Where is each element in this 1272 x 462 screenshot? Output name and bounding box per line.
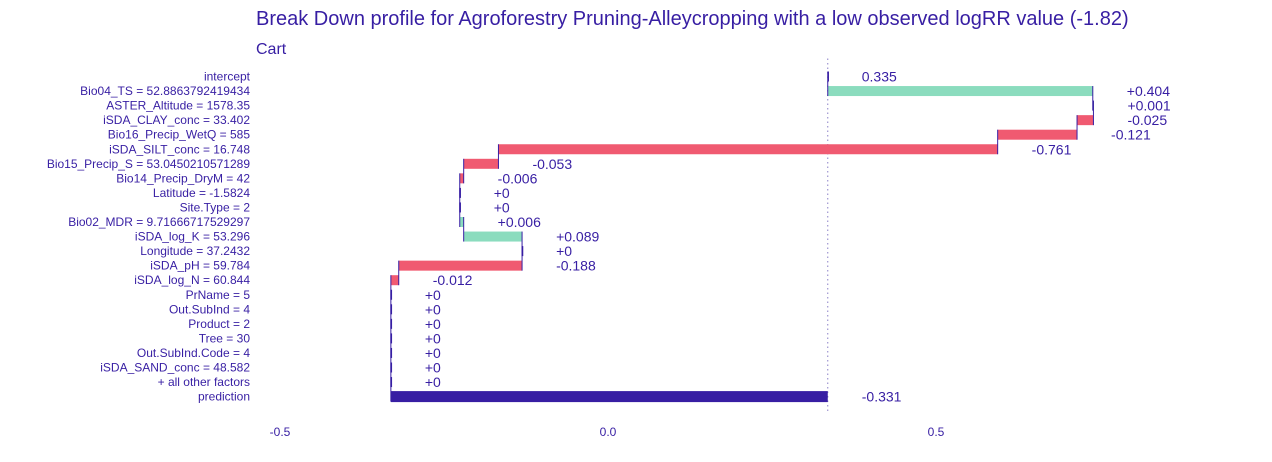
value-label: -0.012 bbox=[433, 272, 473, 288]
value-label: -0.121 bbox=[1111, 127, 1151, 143]
value-label: -0.331 bbox=[862, 389, 902, 405]
value-label: +0 bbox=[425, 360, 441, 376]
variable-label: Bio04_TS = 52.8863792419434 bbox=[80, 84, 250, 98]
value-label: +0 bbox=[425, 301, 441, 317]
x-tick-label: 0.5 bbox=[928, 425, 945, 439]
value-label: 0.335 bbox=[862, 69, 897, 85]
value-label: -0.025 bbox=[1127, 112, 1167, 128]
connector-group bbox=[390, 71, 1094, 402]
variable-label: PrName = 5 bbox=[186, 288, 251, 302]
chart-subtitle: Cart bbox=[256, 41, 287, 58]
variable-label: Bio02_MDR = 9.71666717529297 bbox=[68, 215, 250, 229]
contribution-bar bbox=[390, 377, 393, 388]
bar-group bbox=[390, 71, 1094, 403]
variable-label: Out.SubInd.Code = 4 bbox=[137, 346, 250, 360]
value-label: -0.006 bbox=[498, 170, 538, 186]
contribution-bar bbox=[390, 362, 393, 373]
variable-label: Out.SubInd = 4 bbox=[169, 302, 250, 316]
value-label: -0.188 bbox=[556, 258, 596, 274]
variable-label: Bio16_Precip_WetQ = 585 bbox=[108, 128, 251, 142]
variable-label: iSDA_log_K = 53.296 bbox=[135, 230, 250, 244]
value-label: -0.761 bbox=[1032, 141, 1072, 157]
variable-label: ASTER_Altitude = 1578.35 bbox=[106, 99, 250, 113]
value-label: +0 bbox=[556, 243, 572, 259]
x-tick-label: -0.5 bbox=[270, 425, 291, 439]
value-label: -0.053 bbox=[532, 156, 572, 172]
value-label: +0.001 bbox=[1127, 98, 1170, 114]
variable-label: Product = 2 bbox=[188, 317, 250, 331]
variable-label: Bio15_Precip_S = 53.0450210571289 bbox=[47, 157, 251, 171]
variable-label: Tree = 30 bbox=[199, 331, 251, 345]
variable-label: iSDA_CLAY_conc = 33.402 bbox=[103, 113, 250, 127]
variable-label: Latitude = -1.5824 bbox=[153, 186, 250, 200]
contribution-bar bbox=[827, 86, 1093, 97]
variable-label: Longitude = 37.2432 bbox=[140, 244, 250, 258]
contribution-bar bbox=[390, 318, 393, 329]
variable-label: + all other factors bbox=[158, 375, 250, 389]
value-label-group: 0.335 +0.404+0.001-0.025-0.121 -0.761 -0.05… bbox=[425, 69, 1171, 405]
contribution-bar bbox=[390, 333, 393, 344]
contribution-bar bbox=[390, 347, 393, 358]
value-label: +0 bbox=[425, 374, 441, 390]
x-tick-label: 0.0 bbox=[600, 425, 617, 439]
value-label: +0 bbox=[425, 287, 441, 303]
prediction-bar bbox=[390, 391, 828, 403]
variable-label: Site.Type = 2 bbox=[180, 200, 251, 214]
variable-label: intercept bbox=[204, 70, 251, 84]
value-label: +0 bbox=[425, 316, 441, 332]
value-label: +0.404 bbox=[1127, 83, 1170, 99]
x-axis: -0.5 0.0 0.5 bbox=[270, 425, 945, 439]
contribution-bar bbox=[390, 304, 393, 315]
chart-title: Break Down profile for Agroforestry Prun… bbox=[256, 8, 1129, 30]
contribution-bar bbox=[997, 129, 1078, 140]
contribution-bar bbox=[459, 217, 464, 227]
contribution-bar bbox=[827, 71, 829, 82]
value-label: +0.089 bbox=[556, 229, 599, 245]
variable-label: iSDA_SAND_conc = 48.582 bbox=[100, 361, 250, 375]
variable-label: iSDA_log_N = 60.844 bbox=[134, 273, 250, 287]
contribution-bar bbox=[1077, 115, 1094, 126]
contribution-bar bbox=[390, 275, 399, 286]
contribution-bar bbox=[459, 187, 461, 198]
value-label: +0.006 bbox=[498, 214, 541, 230]
value-label: +0 bbox=[494, 185, 510, 201]
contribution-bar bbox=[522, 246, 524, 257]
value-label: +0 bbox=[425, 345, 441, 361]
value-label: +0 bbox=[425, 330, 441, 346]
contribution-bar bbox=[390, 289, 393, 300]
contribution-bar bbox=[459, 173, 464, 184]
contribution-bar bbox=[463, 158, 499, 169]
contribution-bar bbox=[463, 231, 523, 242]
contribution-bar bbox=[398, 260, 523, 271]
contribution-bar bbox=[459, 202, 461, 213]
variable-label: prediction bbox=[198, 390, 250, 404]
variable-label: Bio14_Precip_DryM = 42 bbox=[116, 171, 250, 185]
value-label: +0 bbox=[494, 199, 510, 215]
variable-label: iSDA_pH = 59.784 bbox=[150, 259, 250, 273]
variable-label: iSDA_SILT_conc = 16.748 bbox=[109, 142, 250, 156]
contribution-bar bbox=[498, 144, 998, 155]
